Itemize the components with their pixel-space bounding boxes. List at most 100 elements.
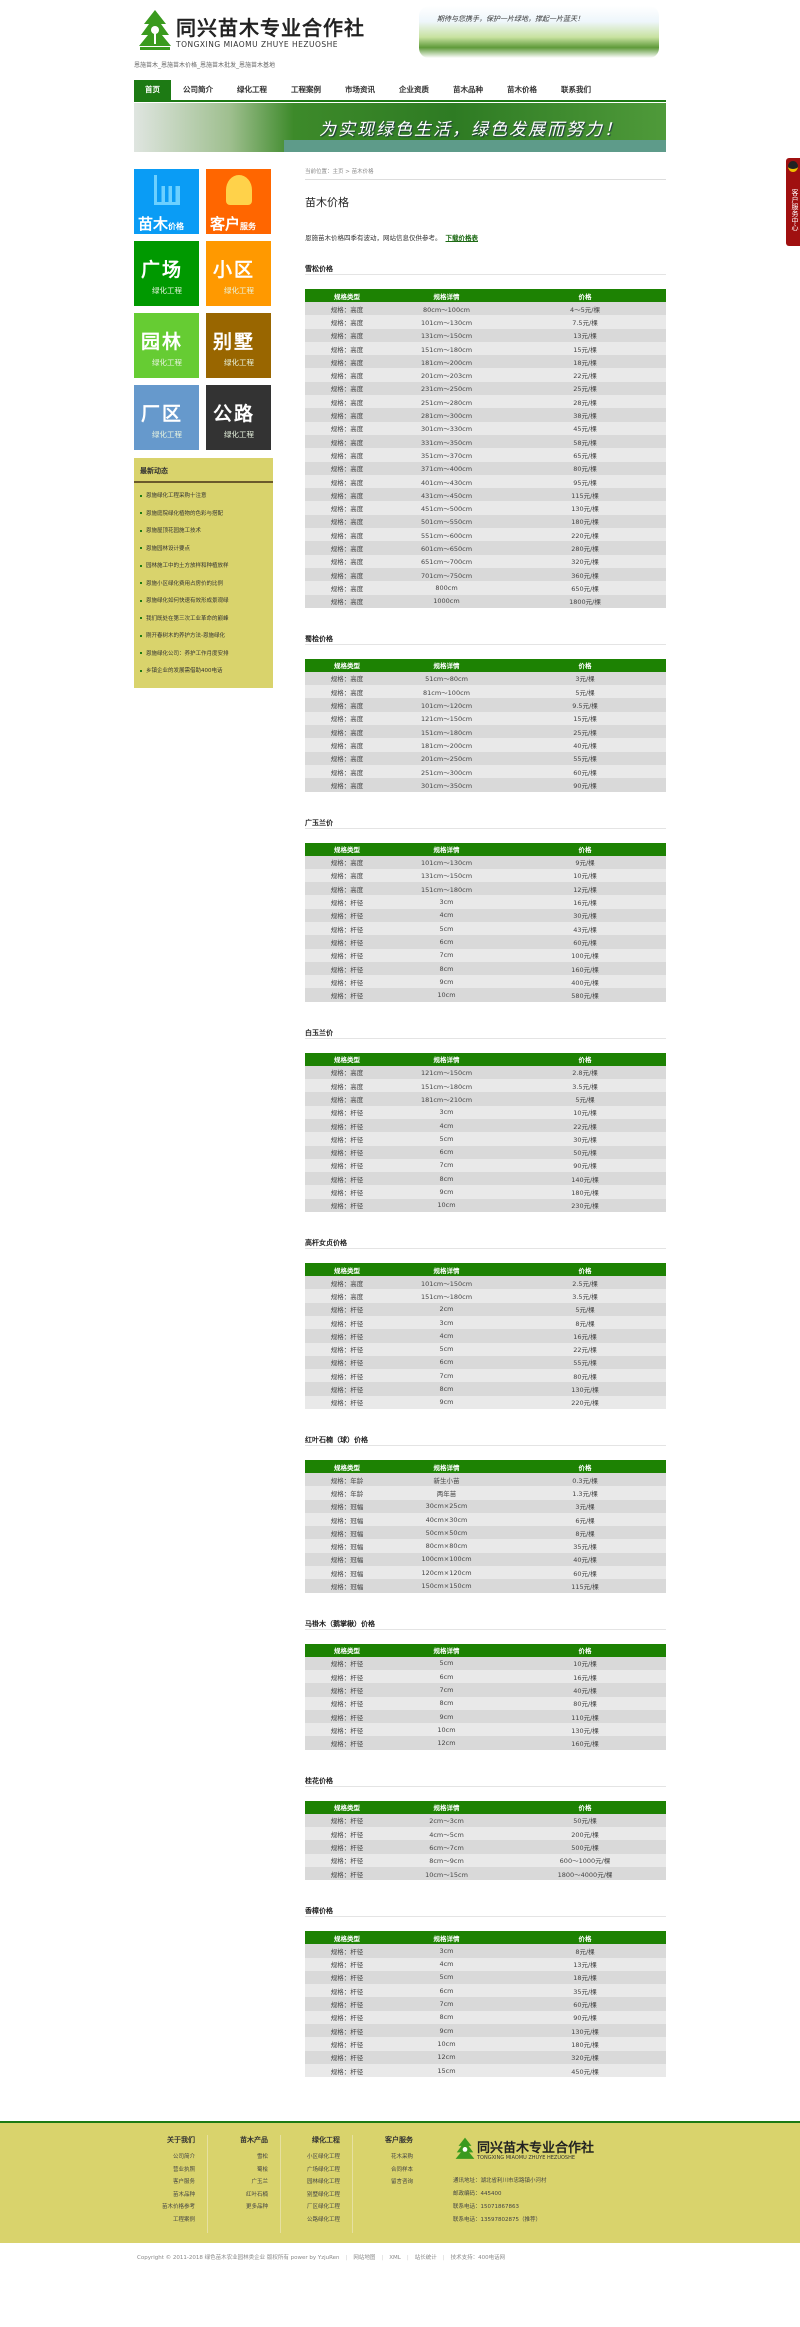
sidebar-tile[interactable]: 公路 绿化工程 — [206, 385, 271, 450]
price-table: 规格类型 规格详情 价格 规格：高度 51cm～80cm 3元/棵 规格：高度 81cm～10… — [305, 658, 666, 792]
footer-link[interactable]: 营业执照 — [172, 2166, 195, 2173]
news-item[interactable]: 我们既处在第三次工业革命的巅峰 — [140, 611, 267, 629]
table-cell: 80元/棵 — [504, 461, 666, 475]
nav-item[interactable]: 绿化工程 — [237, 85, 267, 94]
table-row: 规格：杆径 5cm 43元/棵 — [305, 921, 666, 936]
footer-bottom-link[interactable]: 站长统计 — [414, 2255, 437, 2261]
column-header: 价格 — [504, 658, 666, 672]
table-cell: 规格：杆径 — [305, 1172, 389, 1186]
table-cell: 10元/棵 — [504, 1656, 666, 1670]
tile-small: 服务 — [240, 222, 257, 231]
table-cell: 1000cm — [389, 594, 504, 608]
footer-link[interactable]: 客户服务 — [172, 2179, 195, 2186]
nav-item[interactable]: 苗木品种 — [453, 85, 483, 94]
news-item[interactable]: 恩施小区绿化费用占房价的比例 — [140, 576, 267, 594]
news-item[interactable]: 园林施工中的土方放样和种植放样 — [140, 558, 267, 576]
table-cell: 规格：高度 — [305, 738, 389, 752]
sidebar-tile[interactable]: 客户服务 — [206, 169, 271, 234]
table-cell: 规格：冠幅 — [305, 1512, 389, 1527]
price-table: 规格类型 规格详情 价格 规格：杆径 3cm 8元/棵 规格：杆径 4cm 13元/棵 规格：杆径… — [305, 1931, 666, 2078]
footer-logo-subtitle: TONGXING MIAOMU ZHUYE HEZUOSHE — [477, 2155, 576, 2161]
table-cell: 规格：杆径 — [305, 1813, 389, 1828]
section-title: 蜀桧价格 — [305, 632, 666, 645]
footer-link[interactable]: 别墅绿化工程 — [306, 2191, 340, 2198]
sidebar-tile[interactable]: 园林 绿化工程 — [134, 313, 199, 378]
table-row: 规格：高度 101cm～130cm 9元/棵 — [305, 855, 666, 869]
table-cell: 规格：杆径 — [305, 1827, 389, 1841]
table-cell: 10cm — [389, 988, 504, 1002]
footer-link[interactable]: 苗木价格参考 — [161, 2204, 195, 2211]
news-item[interactable]: 乡镇企业的发展需借助400电话 — [140, 663, 267, 681]
footer-bottom-link[interactable]: XML — [389, 2255, 401, 2261]
footer-link[interactable]: 广玉兰 — [251, 2179, 268, 2186]
table-cell: 规格：杆径 — [305, 1395, 389, 1409]
table-cell: 2cm～3cm — [389, 1813, 504, 1828]
footer-link[interactable]: 工程案例 — [172, 2216, 195, 2223]
footer-link[interactable]: 留言咨询 — [390, 2179, 413, 2186]
sidebar-tile[interactable]: 厂区 绿化工程 — [134, 385, 199, 450]
section-title: 高杆女贞价格 — [305, 1236, 666, 1250]
price-section: 雪松价格 规格类型 规格详情 价格 规格：高度 80cm～100cm 4～5元/棵 规格：高度… — [305, 262, 666, 608]
news-item[interactable]: 恩施庭院绿化植物的色彩与搭配 — [140, 506, 267, 524]
table-cell: 9cm — [389, 975, 504, 989]
download-price-link[interactable]: 下载价格表 — [445, 234, 479, 242]
price-table: 规格类型 规格详情 价格 规格：杆径 5cm 10元/棵 规格：杆径 6cm 16元/棵 规格：杆… — [305, 1643, 666, 1750]
footer-link[interactable]: 花木采购 — [390, 2154, 413, 2160]
footer-link[interactable]: 公路绿化工程 — [306, 2216, 340, 2223]
chart-icon — [154, 175, 180, 205]
sidebar-tile[interactable]: 别墅 绿化工程 — [206, 313, 271, 378]
footer-bottom-link[interactable]: 网站地图 — [353, 2255, 376, 2261]
sidebar-tile[interactable]: 小区 绿化工程 — [206, 241, 271, 306]
table-cell: 规格：高度 — [305, 554, 389, 568]
footer-link[interactable]: 广场绿化工程 — [306, 2166, 340, 2173]
footer-link[interactable]: 合同样本 — [390, 2166, 413, 2173]
table-row: 规格：高度 551cm～600cm 220元/棵 — [305, 528, 666, 542]
nav-item[interactable]: 苗木价格 — [507, 85, 537, 94]
table-row: 规格：杆径 7cm 100元/棵 — [305, 948, 666, 962]
nav-item[interactable]: 市场资讯 — [345, 85, 375, 94]
table-cell: 3.5元/棵 — [504, 1289, 666, 1303]
tile-big: 公路 — [213, 403, 256, 425]
news-item[interactable]: 恩施园林设计要点 — [140, 541, 267, 559]
table-cell: 规格：高度 — [305, 328, 389, 342]
nav-item[interactable]: 首页 — [134, 80, 171, 100]
footer-link[interactable]: 红叶石楠 — [245, 2191, 268, 2198]
footer-link[interactable]: 蜀桧 — [256, 2166, 268, 2173]
footer-link[interactable]: 公司简介 — [172, 2154, 195, 2160]
logo[interactable]: 同兴苗木专业合作社 TONGXING MIAOMU ZHUYE HEZUOSHE — [134, 10, 364, 52]
footer-column-title: 苗木产品 — [240, 2135, 268, 2144]
table-row: 规格：高度 401cm～430cm 95元/棵 — [305, 474, 666, 489]
news-item[interactable]: 恩施屋顶花园施工技术 — [140, 523, 267, 541]
news-item[interactable]: 刚开春树木的养护方法-恩施绿化 — [140, 628, 267, 646]
table-cell: 40元/棵 — [504, 1683, 666, 1697]
tile-big: 广场 — [141, 259, 184, 281]
price-section: 高杆女贞价格 规格类型 规格详情 价格 规格：高度 101cm～150cm 2.5元/棵 规格… — [305, 1236, 666, 1409]
nav-item[interactable]: 公司简介 — [183, 85, 213, 94]
sidebar-tile[interactable]: 苗木价格 — [134, 169, 199, 234]
nav-item[interactable]: 企业资质 — [399, 85, 429, 94]
footer-link[interactable]: 雪松 — [256, 2154, 268, 2160]
nav-item[interactable]: 工程案例 — [291, 85, 321, 94]
table-cell: 151cm～180cm — [389, 725, 504, 739]
footer-link[interactable]: 更多品种 — [245, 2204, 268, 2211]
table-row: 规格：杆径 6cm 50元/棵 — [305, 1145, 666, 1159]
nav-item[interactable]: 联系我们 — [561, 85, 591, 94]
news-item[interactable]: 恩施绿化工程采购十注意 — [140, 488, 267, 506]
table-cell: 5cm — [389, 921, 504, 936]
table-cell: 160元/棵 — [504, 961, 666, 976]
table-cell: 规格：高度 — [305, 1289, 389, 1303]
price-table: 规格类型 规格详情 价格 规格：高度 121cm～150cm 2.8元/棵 规格：高度 151… — [305, 1052, 666, 1213]
customer-service-float[interactable]: 客户服务中心 — [786, 158, 800, 246]
footer-link[interactable]: 厂区绿化工程 — [306, 2204, 340, 2211]
news-item[interactable]: 恩施绿化公司：养护工作月度安排 — [140, 646, 267, 664]
footer-link[interactable]: 小区绿化工程 — [306, 2154, 340, 2160]
footer-link[interactable]: 园林绿化工程 — [306, 2179, 340, 2186]
table-row: 规格：杆径 7cm 60元/棵 — [305, 1997, 666, 2011]
sidebar-tile[interactable]: 广场 绿化工程 — [134, 241, 199, 306]
footer-link[interactable]: 苗木品种 — [172, 2191, 195, 2198]
table-cell: 规格：杆径 — [305, 1132, 389, 1146]
footer-bottom-link[interactable]: 技术支持：400电话网 — [450, 2255, 506, 2261]
news-item[interactable]: 恩施绿化如何快速有效形成景观绿 — [140, 593, 267, 611]
table-row: 规格：杆径 10cm 180元/棵 — [305, 2037, 666, 2051]
table-cell: 7cm — [389, 1997, 504, 2011]
